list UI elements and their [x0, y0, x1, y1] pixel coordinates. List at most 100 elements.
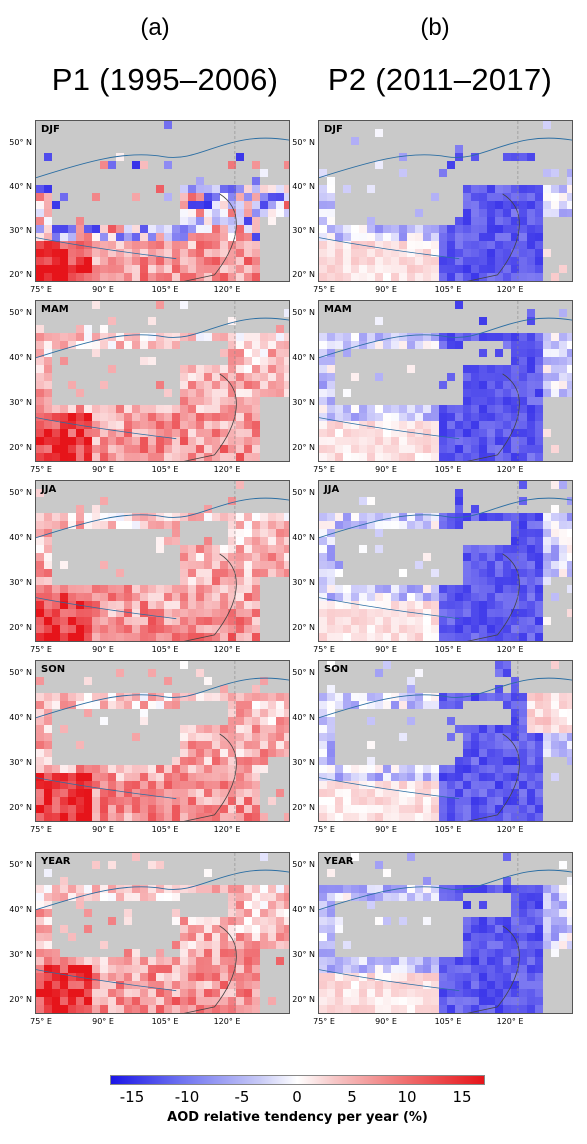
grid-cell — [359, 437, 367, 445]
grid-cell — [319, 545, 327, 553]
grid-cell — [244, 989, 252, 997]
grid-cell — [519, 749, 527, 757]
grid-cell — [60, 805, 68, 813]
grid-cell — [383, 661, 391, 669]
grid-cell — [567, 733, 572, 741]
grid-cell — [479, 957, 487, 965]
grid-cell — [36, 733, 44, 741]
grid-cell — [180, 805, 188, 813]
grid-cell — [172, 981, 180, 989]
grid-cell — [351, 513, 359, 521]
grid-cell — [92, 805, 100, 813]
grid-cell — [471, 193, 479, 201]
grid-cell — [495, 553, 503, 561]
aod-trend-grid — [36, 301, 289, 462]
grid-cell — [276, 941, 284, 949]
coastline — [183, 553, 237, 641]
grid-cell — [487, 781, 495, 789]
grid-cell — [511, 805, 519, 813]
grid-cell — [204, 389, 212, 397]
national-border — [36, 677, 289, 719]
grid-cell — [319, 217, 327, 225]
grid-cell — [503, 877, 511, 885]
grid-cell — [535, 241, 543, 249]
grid-cell — [132, 233, 140, 241]
grid-cell — [116, 273, 124, 281]
grid-cell — [260, 349, 268, 357]
grid-cell — [455, 249, 463, 257]
grid-cell — [188, 233, 196, 241]
grid-cell — [431, 421, 439, 429]
grid-cell — [431, 797, 439, 805]
grid-cell — [212, 741, 220, 749]
grid-cell — [511, 709, 519, 717]
grid-cell — [212, 917, 220, 925]
grid-cell — [156, 805, 164, 813]
grid-cell — [68, 461, 76, 462]
grid-cell — [132, 773, 140, 781]
grid-cell — [495, 941, 503, 949]
grid-cell — [423, 957, 431, 965]
grid-cell — [447, 241, 455, 249]
grid-cell — [527, 757, 535, 765]
latitude-label: 20° N — [9, 270, 32, 279]
grid-cell — [132, 257, 140, 265]
grid-cell — [268, 749, 276, 757]
grid-cell — [108, 601, 116, 609]
grid-cell — [100, 773, 108, 781]
grid-cell — [76, 633, 84, 641]
grid-cell — [455, 281, 463, 282]
grid-cell — [164, 121, 172, 129]
grid-cell — [511, 453, 519, 461]
grid-cell — [244, 561, 252, 569]
grid-cell — [511, 677, 519, 685]
grid-cell — [172, 701, 180, 709]
grid-cell — [156, 821, 164, 822]
grid-cell — [116, 281, 124, 282]
grid-cell — [84, 789, 92, 797]
grid-cell — [503, 397, 511, 405]
season-label: DJF — [41, 124, 60, 135]
grid-cell — [335, 437, 343, 445]
grid-cell — [439, 625, 447, 633]
grid-cell — [319, 821, 327, 822]
grid-cell — [327, 601, 335, 609]
grid-cell — [156, 989, 164, 997]
grid-cell — [236, 225, 244, 233]
grid-cell — [519, 933, 527, 941]
grid-cell — [252, 725, 260, 733]
grid-cell — [431, 813, 439, 821]
southern-border — [319, 417, 460, 440]
grid-cell — [196, 813, 204, 821]
grid-cell — [335, 805, 343, 813]
grid-cell — [76, 1013, 84, 1014]
grid-cell — [519, 513, 527, 521]
grid-cell — [335, 609, 343, 617]
grid-cell — [479, 965, 487, 973]
grid-cell — [76, 625, 84, 633]
latitude-label: 40° N — [292, 713, 315, 722]
grid-cell — [44, 725, 52, 733]
grid-cell — [148, 861, 156, 869]
grid-cell — [148, 249, 156, 257]
grid-cell — [276, 537, 284, 545]
grid-cell — [68, 445, 76, 453]
grid-cell — [495, 813, 503, 821]
grid-cell — [479, 553, 487, 561]
grid-cell — [463, 249, 471, 257]
grid-cell — [92, 513, 100, 521]
grid-cell — [343, 1013, 351, 1014]
grid-cell — [164, 957, 172, 965]
grid-cell — [44, 421, 52, 429]
grid-cell — [36, 569, 44, 577]
grid-cell — [463, 757, 471, 765]
grid-cell — [423, 273, 431, 281]
grid-cell — [204, 989, 212, 997]
grid-cell — [479, 569, 487, 577]
grid-cell — [423, 413, 431, 421]
grid-cell — [236, 617, 244, 625]
grid-cell — [511, 821, 519, 822]
grid-cell — [220, 461, 228, 462]
grid-cell — [447, 989, 455, 997]
grid-cell — [156, 957, 164, 965]
